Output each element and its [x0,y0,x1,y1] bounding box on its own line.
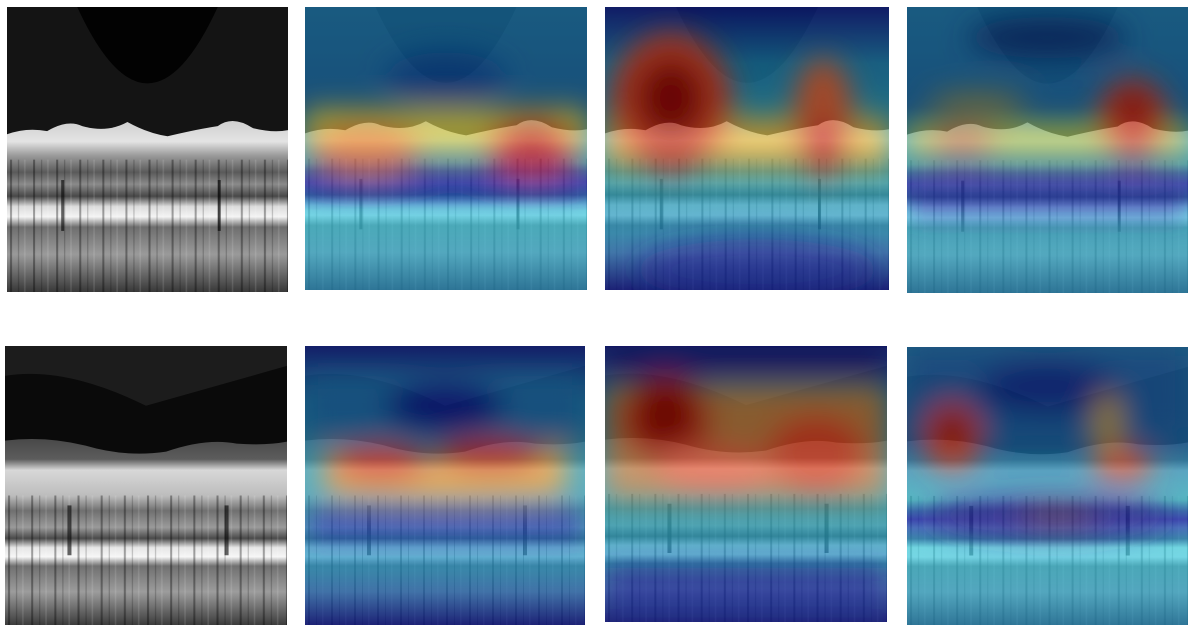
oct-image [5,346,287,625]
oct-image [7,7,288,292]
heatmap [305,7,587,290]
heatmap [907,347,1188,625]
page: OCT heatmaps {} html, body { margin: 0; … [0,0,1189,625]
figure [0,0,1189,625]
heatmap [305,346,585,625]
heatmap [605,7,889,300]
heatmap [605,346,887,622]
body: (() => { const data = JSON.parse(documen… [0,0,1189,625]
heatmap [907,7,1188,293]
